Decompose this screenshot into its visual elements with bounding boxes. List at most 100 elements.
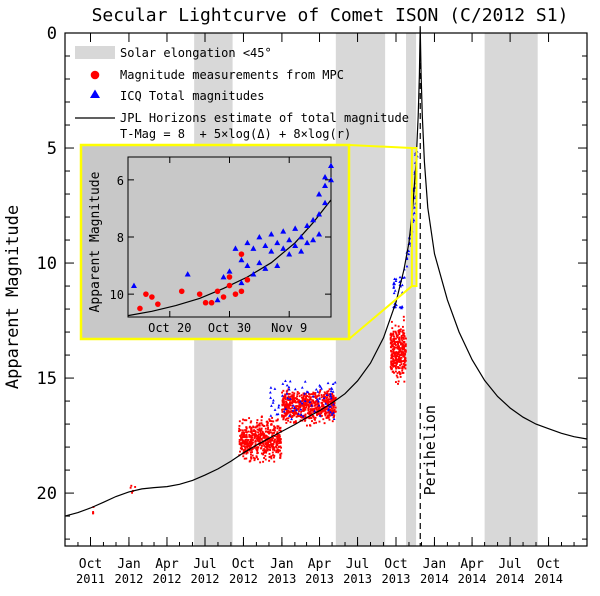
mpc-point bbox=[277, 433, 280, 436]
icq-point bbox=[311, 394, 315, 398]
mpc-point bbox=[404, 350, 407, 353]
mpc-point bbox=[314, 394, 317, 396]
mpc-point bbox=[315, 400, 317, 403]
icq-point bbox=[325, 393, 329, 396]
mpc-point bbox=[288, 410, 290, 413]
mpc-point bbox=[293, 399, 296, 401]
mpc-point bbox=[324, 392, 327, 395]
mpc-point bbox=[402, 319, 405, 322]
mpc-point bbox=[245, 457, 248, 460]
mpc-point bbox=[245, 431, 248, 434]
inset-icq-point bbox=[262, 242, 269, 248]
mpc-point bbox=[244, 443, 247, 446]
mpc-point bbox=[391, 333, 394, 336]
mpc-point bbox=[319, 390, 321, 393]
inset-icq-point bbox=[274, 239, 281, 246]
inset-icq-point bbox=[238, 279, 245, 286]
mpc-point bbox=[400, 337, 403, 340]
mpc-point bbox=[260, 437, 263, 440]
mpc-point bbox=[320, 414, 323, 417]
mpc-point bbox=[251, 441, 254, 444]
mpc-point bbox=[275, 449, 278, 452]
mpc-point bbox=[289, 404, 292, 407]
mpc-point bbox=[390, 361, 393, 364]
mpc-point bbox=[242, 418, 244, 421]
inset-icq-point bbox=[256, 234, 263, 240]
mpc-point bbox=[271, 439, 274, 442]
mpc-point bbox=[302, 392, 305, 395]
mpc-point bbox=[262, 425, 265, 427]
mpc-point bbox=[397, 325, 400, 328]
inset-icq-point bbox=[184, 271, 191, 277]
x-tick-year: 2013 bbox=[267, 572, 296, 586]
icq-point bbox=[277, 405, 280, 409]
mpc-point bbox=[304, 398, 307, 400]
mpc-point bbox=[400, 352, 403, 355]
mpc-point bbox=[250, 429, 253, 431]
mpc-point bbox=[278, 445, 281, 448]
inset-mpc-point bbox=[220, 294, 227, 300]
mpc-point bbox=[253, 446, 256, 449]
mpc-point bbox=[328, 410, 331, 413]
mpc-point bbox=[395, 335, 398, 337]
mpc-point bbox=[326, 415, 329, 418]
mpc-point bbox=[245, 436, 248, 439]
mpc-point bbox=[270, 420, 273, 423]
mpc-point bbox=[279, 453, 282, 456]
mpc-point bbox=[329, 414, 332, 417]
inset-mpc-point bbox=[214, 288, 221, 295]
mpc-point bbox=[245, 451, 248, 454]
inset-mpc-point bbox=[178, 288, 185, 295]
icq-point bbox=[394, 279, 398, 282]
mpc-point bbox=[305, 392, 307, 395]
mpc-point bbox=[275, 419, 278, 422]
mpc-point bbox=[396, 355, 399, 358]
mpc-point bbox=[272, 420, 275, 423]
mpc-point bbox=[243, 448, 246, 451]
mpc-point bbox=[287, 419, 290, 422]
mpc-point bbox=[327, 390, 330, 393]
mpc-point bbox=[394, 330, 397, 333]
inset-mpc-measurements bbox=[137, 251, 251, 312]
mpc-point bbox=[281, 399, 284, 402]
mpc-point bbox=[291, 411, 294, 414]
mpc-point bbox=[400, 343, 402, 346]
mpc-point bbox=[282, 389, 285, 392]
mpc-point bbox=[268, 432, 271, 435]
mpc-point bbox=[276, 434, 279, 437]
mpc-point bbox=[402, 315, 405, 318]
mpc-point bbox=[331, 410, 334, 413]
mpc-point bbox=[389, 338, 392, 341]
mpc-point bbox=[309, 424, 311, 427]
mpc-point bbox=[316, 414, 318, 417]
mpc-point bbox=[316, 412, 318, 415]
icq-point bbox=[392, 291, 396, 295]
inset-icq-point bbox=[244, 239, 251, 246]
mpc-point bbox=[256, 438, 259, 441]
mpc-point bbox=[279, 456, 282, 459]
mpc-point bbox=[273, 428, 276, 431]
mpc-point bbox=[289, 421, 292, 424]
mpc-point bbox=[264, 458, 267, 461]
icq-point bbox=[317, 399, 320, 403]
mpc-point bbox=[396, 334, 399, 337]
mpc-point bbox=[326, 392, 329, 395]
mpc-point bbox=[291, 402, 294, 405]
mpc-point bbox=[271, 451, 274, 454]
mpc-point bbox=[334, 398, 337, 400]
mpc-point bbox=[254, 443, 257, 446]
mpc-point bbox=[271, 416, 274, 419]
zoom-connector-bottom bbox=[348, 285, 413, 340]
mpc-point bbox=[393, 340, 396, 343]
mpc-point bbox=[402, 363, 405, 365]
mpc-point bbox=[389, 346, 392, 349]
mpc-point bbox=[281, 414, 283, 417]
mpc-point bbox=[257, 446, 259, 449]
icq-point bbox=[275, 412, 279, 416]
mpc-point bbox=[320, 412, 323, 415]
mpc-point bbox=[263, 448, 266, 451]
mpc-point bbox=[333, 411, 336, 414]
mpc-point bbox=[238, 443, 241, 445]
mpc-point bbox=[300, 396, 303, 399]
mpc-point bbox=[313, 402, 316, 405]
